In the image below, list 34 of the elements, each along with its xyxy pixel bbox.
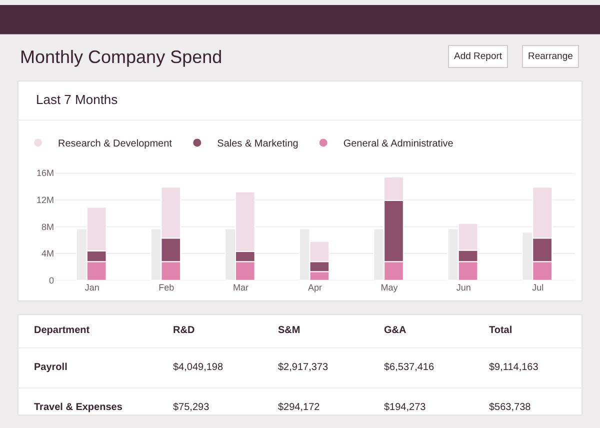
text: Department	[34, 325, 90, 336]
x-tick-label: May	[380, 282, 398, 292]
y-tick-label: 0	[48, 276, 54, 286]
text: Total	[489, 325, 512, 336]
x-tick-label: Mar	[232, 282, 248, 292]
legend-label: Research & Development	[58, 138, 172, 150]
x-tick-label: Jul	[532, 282, 544, 292]
x-tick-label: Jan	[84, 282, 100, 292]
text: S&M	[278, 325, 300, 336]
text: R&D	[173, 325, 195, 336]
text: $294,172	[278, 402, 320, 413]
chart-title: Last 7 Months	[36, 92, 118, 107]
text: $75,293	[173, 402, 210, 413]
x-tick-label: Apr	[308, 282, 322, 292]
text: $6,537,416	[384, 362, 434, 373]
text: Travel & Expenses	[34, 402, 123, 413]
text: $9,114,163	[489, 362, 539, 373]
x-tick-label: Feb	[158, 282, 174, 292]
legend-label: Sales & Marketing	[217, 138, 298, 150]
x-tick-label: Jun	[456, 282, 471, 292]
text: $4,049,198	[173, 362, 224, 373]
text: Add Report	[454, 51, 502, 62]
y-tick-label: 8M	[41, 222, 54, 232]
text: Payroll	[34, 362, 68, 373]
y-tick-label: 16M	[36, 168, 54, 178]
text: Monthly Company Spend	[20, 47, 222, 67]
text: $194,273	[384, 402, 426, 413]
text: $563,738	[489, 402, 532, 413]
text: $2,917,373	[278, 362, 328, 373]
y-tick-label: 12M	[36, 194, 54, 205]
legend-label: General & Administrative	[343, 138, 454, 150]
text: G&A	[384, 325, 406, 336]
y-tick-label: 4M	[41, 248, 54, 259]
text: Rearrange	[528, 51, 573, 62]
